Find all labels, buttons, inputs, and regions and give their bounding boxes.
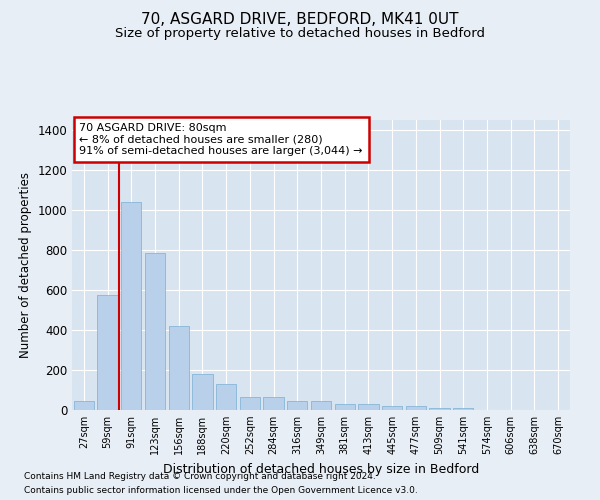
- Bar: [193, 374, 212, 410]
- Y-axis label: Number of detached properties: Number of detached properties: [19, 172, 32, 358]
- Text: 70, ASGARD DRIVE, BEDFORD, MK41 0UT: 70, ASGARD DRIVE, BEDFORD, MK41 0UT: [141, 12, 459, 28]
- Bar: [169, 326, 189, 410]
- Text: 70 ASGARD DRIVE: 80sqm
← 8% of detached houses are smaller (280)
91% of semi-det: 70 ASGARD DRIVE: 80sqm ← 8% of detached …: [79, 123, 363, 156]
- Bar: [263, 398, 284, 410]
- Bar: [121, 202, 142, 410]
- Bar: [74, 401, 94, 410]
- Bar: [287, 402, 307, 410]
- Bar: [453, 408, 473, 410]
- Bar: [406, 406, 426, 410]
- Bar: [430, 408, 449, 410]
- Bar: [311, 402, 331, 410]
- Bar: [97, 295, 118, 410]
- Bar: [358, 404, 379, 410]
- Text: Contains HM Land Registry data © Crown copyright and database right 2024.: Contains HM Land Registry data © Crown c…: [24, 472, 376, 481]
- X-axis label: Distribution of detached houses by size in Bedford: Distribution of detached houses by size …: [163, 462, 479, 475]
- Bar: [216, 384, 236, 410]
- Text: Size of property relative to detached houses in Bedford: Size of property relative to detached ho…: [115, 28, 485, 40]
- Bar: [335, 404, 355, 410]
- Text: Contains public sector information licensed under the Open Government Licence v3: Contains public sector information licen…: [24, 486, 418, 495]
- Bar: [382, 406, 402, 410]
- Bar: [145, 253, 165, 410]
- Bar: [240, 398, 260, 410]
